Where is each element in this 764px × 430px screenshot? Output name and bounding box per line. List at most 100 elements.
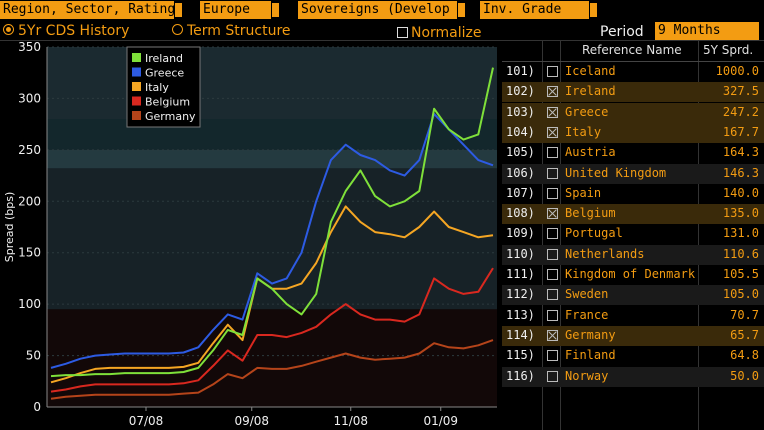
reference-name: Finland (565, 348, 616, 363)
table-row[interactable]: 102) Ireland 327.5 (502, 82, 764, 103)
table-row[interactable]: 103) Greece 247.2 (502, 102, 764, 123)
criteria-toolbar: Region, Sector, Rating Europe Sovereigns… (0, 0, 764, 22)
dropdown-icon[interactable] (589, 1, 598, 19)
checkbox-icon[interactable] (547, 66, 558, 77)
spread-value: 105.5 (722, 267, 759, 281)
row-index: 112) (506, 287, 535, 302)
rating-value: Inv. Grade (483, 2, 562, 17)
plot-band (47, 149, 497, 169)
dropdown-icon[interactable] (271, 1, 280, 19)
cds-spread-chart: 0 50 100 150 200 250 300 350 Spread (bps) 07/08 09… (3, 41, 497, 428)
table-row[interactable]: 107) Spain 140.0 (502, 184, 764, 204)
table-row[interactable]: 112) Sweden 105.0 (502, 285, 764, 306)
dropdown-icon[interactable] (457, 1, 466, 19)
legend-swatch (132, 111, 141, 120)
period-input[interactable]: 9 Months (655, 22, 759, 40)
spread-value: 135.0 (722, 206, 759, 221)
table-row[interactable]: 101) Iceland 1000.0 (502, 62, 764, 82)
table-row[interactable]: 115) Finland 64.8 (502, 346, 764, 366)
checkbox-icon[interactable] (547, 228, 558, 240)
y-tick-label: 0 (33, 400, 41, 414)
sector-select[interactable]: Sovereigns (Develop (298, 1, 466, 19)
plot-band (47, 47, 497, 119)
spread-value: 50.0 (730, 368, 759, 383)
legend-label: Germany (145, 110, 196, 123)
checkbox-icon[interactable] (547, 289, 558, 301)
checkbox-icon[interactable] (547, 147, 558, 159)
row-index: 107) (506, 185, 535, 200)
checkbox-icon[interactable] (547, 248, 558, 260)
column-divider (542, 41, 543, 430)
history-radio-label: 5Yr CDS History (18, 23, 130, 39)
table-header: Reference Name 5Y Sprd. (502, 41, 764, 62)
row-index: 108) (506, 206, 535, 221)
checkbox-icon[interactable] (547, 370, 558, 382)
legend-label: Ireland (145, 52, 183, 65)
period-label: Period (600, 24, 644, 40)
table-row[interactable]: 106) United Kingdom 146.3 (502, 163, 764, 184)
x-tick-label: 11/08 (333, 414, 368, 428)
legend-swatch (132, 53, 141, 62)
rating-select[interactable]: Inv. Grade (480, 1, 598, 19)
column-header-name[interactable]: Reference Name (582, 43, 682, 57)
checked-checkbox-icon[interactable] (547, 106, 558, 118)
sector-value: Sovereigns (Develop (301, 2, 450, 17)
spread-value: 247.2 (722, 104, 759, 119)
column-divider (698, 41, 699, 430)
reference-name: Norway (565, 368, 609, 383)
checked-checkbox-icon[interactable] (547, 86, 558, 98)
table-row[interactable]: 111) Kingdom of Denmark 105.5 (502, 265, 764, 285)
y-tick-label: 350 (18, 41, 41, 54)
reference-name: Austria (565, 145, 616, 160)
criteria-field-label: Region, Sector, Rating (3, 2, 176, 17)
checked-checkbox-icon[interactable] (547, 126, 558, 138)
reference-name: Netherlands (565, 246, 645, 261)
series-line-greece (50, 112, 494, 369)
table-row[interactable]: 108) Belgium 135.0 (502, 204, 764, 225)
checked-checkbox-icon[interactable] (547, 329, 558, 341)
checkbox-icon[interactable] (547, 309, 558, 321)
region-select[interactable]: Europe (200, 1, 280, 19)
legend-label: Belgium (145, 96, 190, 109)
checkbox-icon[interactable] (547, 167, 558, 179)
checkbox-icon[interactable] (547, 350, 558, 362)
checked-checkbox-icon[interactable] (547, 208, 558, 220)
term-structure-radio[interactable]: Term Structure (172, 23, 291, 39)
checkbox-icon[interactable] (547, 269, 558, 280)
y-tick-label: 50 (26, 349, 41, 363)
row-index: 116) (506, 368, 535, 383)
table-row[interactable]: 110) Netherlands 110.6 (502, 244, 764, 265)
row-index: 101) (506, 64, 535, 78)
legend-swatch (132, 96, 141, 106)
row-index: 102) (506, 84, 535, 99)
reference-name: United Kingdom (565, 165, 667, 180)
spread-value: 131.0 (722, 226, 759, 241)
checkbox-icon[interactable] (547, 187, 558, 199)
table-row[interactable]: 113) France 70.7 (502, 306, 764, 326)
x-tick-label: 01/09 (423, 414, 458, 428)
plot-band (47, 119, 497, 150)
history-radio[interactable]: 5Yr CDS History (3, 23, 129, 39)
criteria-selector-field[interactable]: Region, Sector, Rating (0, 1, 183, 19)
table-row[interactable]: 105) Austria 164.3 (502, 143, 764, 163)
table-row[interactable]: 109) Portugal 131.0 (502, 224, 764, 244)
table-row[interactable]: 114) Germany 65.7 (502, 325, 764, 346)
reference-name: Portugal (565, 226, 623, 241)
y-tick-label: 100 (18, 297, 41, 311)
row-index: 106) (506, 165, 535, 180)
dropdown-icon[interactable] (174, 1, 183, 19)
spread-value: 140.0 (722, 185, 759, 200)
normalize-checkbox[interactable]: Normalize (397, 25, 482, 41)
checkbox-icon (397, 27, 408, 38)
table-row[interactable]: 116) Norway 50.0 (502, 366, 764, 387)
radio-selected-icon (3, 24, 14, 35)
column-header-spread[interactable]: 5Y Sprd. (703, 43, 754, 57)
spread-value: 110.6 (722, 246, 759, 261)
legend-swatch (132, 82, 141, 91)
reference-table: Reference Name 5Y Sprd. 101) Iceland 1000.… (502, 41, 764, 430)
row-index: 114) (506, 327, 535, 342)
options-bar: 5Yr CDS History Term Structure Normalize… (0, 22, 764, 41)
divider (0, 40, 764, 41)
table-row[interactable]: 104) Italy 167.7 (502, 122, 764, 143)
spread-value: 146.3 (722, 165, 759, 180)
